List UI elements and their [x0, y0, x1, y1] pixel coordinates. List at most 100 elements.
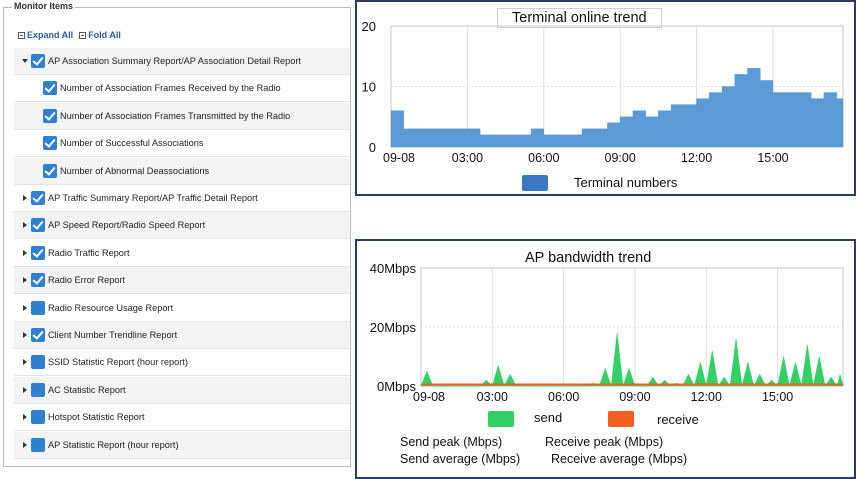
legend-label-receive: receive: [657, 412, 699, 427]
tree-item[interactable]: Radio Resource Usage Report: [14, 295, 350, 322]
item-checkbox[interactable]: [31, 382, 45, 397]
tree-item-label: Radio Error Report: [48, 275, 126, 286]
tree-item[interactable]: AC Statistic Report: [14, 376, 350, 404]
tree-item[interactable]: Client Number Trendline Report: [14, 322, 350, 349]
tree-item[interactable]: AP Speed Report/Radio Speed Report: [14, 212, 350, 240]
expand-arrow-icon[interactable]: [21, 249, 29, 257]
tree-item[interactable]: AP Association Summary Report/AP Associa…: [14, 48, 350, 75]
item-checkbox[interactable]: [31, 410, 45, 425]
item-checkbox[interactable]: [31, 191, 45, 205]
expand-arrow-icon[interactable]: [21, 221, 29, 229]
item-checkbox[interactable]: [31, 54, 45, 68]
tree-item-label: AP Speed Report/Radio Speed Report: [48, 220, 206, 231]
x-tick-label: 15:00: [757, 151, 788, 165]
tree-child-item[interactable]: Number of Association Frames Received by…: [14, 75, 350, 103]
tree-child-item[interactable]: Number of Successful Associations: [14, 130, 350, 158]
tree-item[interactable]: Radio Traffic Report: [14, 240, 350, 267]
item-checkbox[interactable]: [43, 108, 57, 123]
fold-all-button[interactable]: Fold All: [79, 30, 121, 40]
expand-all-button[interactable]: Expand All: [18, 30, 73, 40]
send-peak-label: Send peak (Mbps): [400, 435, 503, 449]
expand-icon: [18, 31, 25, 39]
x-tick-label: 12:00: [681, 151, 712, 165]
collapse-arrow-icon[interactable]: [21, 57, 29, 65]
tree-item-label: Number of Association Frames Received by…: [60, 83, 281, 94]
send-average-label: Send average (Mbps): [400, 452, 521, 466]
legend-swatch-send: [488, 411, 514, 427]
x-tick-label: 06:00: [528, 151, 559, 165]
x-tick-label: 06:00: [548, 390, 579, 404]
expand-arrow-icon[interactable]: [21, 276, 29, 284]
receive-average-label: Receive average (Mbps): [551, 452, 688, 466]
expand-arrow-icon[interactable]: [21, 331, 29, 339]
x-tick-label: 03:00: [477, 390, 508, 404]
ap-bandwidth-chart: AP bandwidth trend 40Mbps 20Mbps 0Mbps 09-0…: [355, 239, 856, 479]
item-checkbox[interactable]: [31, 218, 45, 233]
tree-item[interactable]: AP Statistic Report (hour report): [14, 431, 350, 459]
item-checkbox[interactable]: [43, 163, 57, 178]
y-tick-label: 20Mbps: [370, 320, 417, 335]
expand-arrow-icon[interactable]: [21, 413, 29, 421]
y-tick-label: 40Mbps: [370, 261, 417, 276]
tree-item-label: Number of Association Frames Transmitted…: [60, 110, 291, 121]
series-area-terminal-numbers: [390, 68, 844, 148]
expand-all-label: Expand All: [27, 30, 74, 40]
item-checkbox[interactable]: [31, 273, 45, 288]
tree-item[interactable]: Hotspot Statistic Report: [14, 404, 350, 432]
fold-icon: [79, 31, 87, 39]
panel-title: Monitor Items: [12, 1, 76, 11]
tree-toolbar: Expand All Fold All: [18, 30, 121, 40]
tree-item-label: AP Statistic Report (hour report): [48, 439, 179, 450]
tree-item[interactable]: SSID Statistic Report (hour report): [14, 349, 350, 377]
tree-item-label: Hotspot Statistic Report: [48, 412, 145, 423]
tree-item-label: Number of Successful Associations: [60, 138, 204, 149]
tree-item-label: Number of Abnormal Deassociations: [60, 165, 210, 176]
legend-swatch-terminal: [522, 175, 548, 191]
item-checkbox[interactable]: [31, 245, 45, 260]
receive-peak-label: Receive peak (Mbps): [545, 435, 664, 449]
x-tick-label: 12:00: [691, 390, 722, 404]
x-tick-label: 09:00: [619, 390, 650, 404]
y-tick-label: 0: [369, 140, 376, 155]
expand-arrow-icon[interactable]: [21, 441, 29, 449]
tree-item-label: Radio Resource Usage Report: [48, 302, 174, 313]
legend-label-send: send: [534, 410, 563, 425]
item-checkbox[interactable]: [31, 300, 45, 315]
x-tick-label: 03:00: [452, 151, 483, 165]
chart-title: AP bandwidth trend: [525, 250, 652, 266]
terminal-trend-chart: Terminal online trend 20 10 0 09-08 03:00 06:…: [355, 0, 856, 196]
plot-area: [420, 267, 844, 387]
item-checkbox[interactable]: [43, 81, 57, 96]
x-tick-label: 09-08: [413, 390, 445, 404]
item-checkbox[interactable]: [31, 328, 45, 342]
tree-item-label: AP Traffic Summary Report/AP Traffic Det…: [48, 193, 258, 203]
expand-arrow-icon[interactable]: [21, 194, 29, 202]
x-tick-label: 09:00: [605, 151, 636, 165]
y-tick-label: 0Mbps: [377, 379, 417, 394]
legend-label-terminal: Terminal numbers: [574, 175, 678, 190]
tree-item-label: Radio Traffic Report: [48, 247, 130, 258]
series-area-send: [420, 332, 844, 387]
expand-arrow-icon[interactable]: [21, 304, 29, 312]
expand-arrow-icon[interactable]: [21, 358, 29, 366]
expand-arrow-icon[interactable]: [21, 386, 29, 394]
chart-title: Terminal online trend: [497, 8, 662, 28]
terminal-plot: 20 10 0 09-08 03:00 06:00 09:00 12:00 15:00: [362, 19, 844, 165]
tree-item-label: Client Number Trendline Report: [48, 330, 178, 340]
tree-child-item[interactable]: Number of Abnormal Deassociations: [14, 157, 350, 185]
x-tick-label: 15:00: [762, 390, 793, 404]
y-tick-label: 10: [362, 80, 376, 95]
tree-child-item[interactable]: Number of Association Frames Transmitted…: [14, 102, 350, 130]
y-tick-label: 20: [362, 19, 376, 34]
fold-all-label: Fold All: [88, 30, 121, 40]
item-checkbox[interactable]: [31, 437, 45, 452]
x-tick-label: 09-08: [383, 151, 415, 165]
monitor-items-panel: Monitor Items Expand All Fold All AP Ass…: [3, 1, 351, 467]
item-checkbox[interactable]: [31, 355, 45, 370]
tree-item[interactable]: AP Traffic Summary Report/AP Traffic Det…: [14, 185, 350, 212]
tree-item[interactable]: Radio Error Report: [14, 267, 350, 295]
legend-swatch-receive: [608, 411, 634, 427]
tree-item-label: AC Statistic Report: [48, 384, 126, 395]
item-checkbox[interactable]: [43, 136, 57, 151]
